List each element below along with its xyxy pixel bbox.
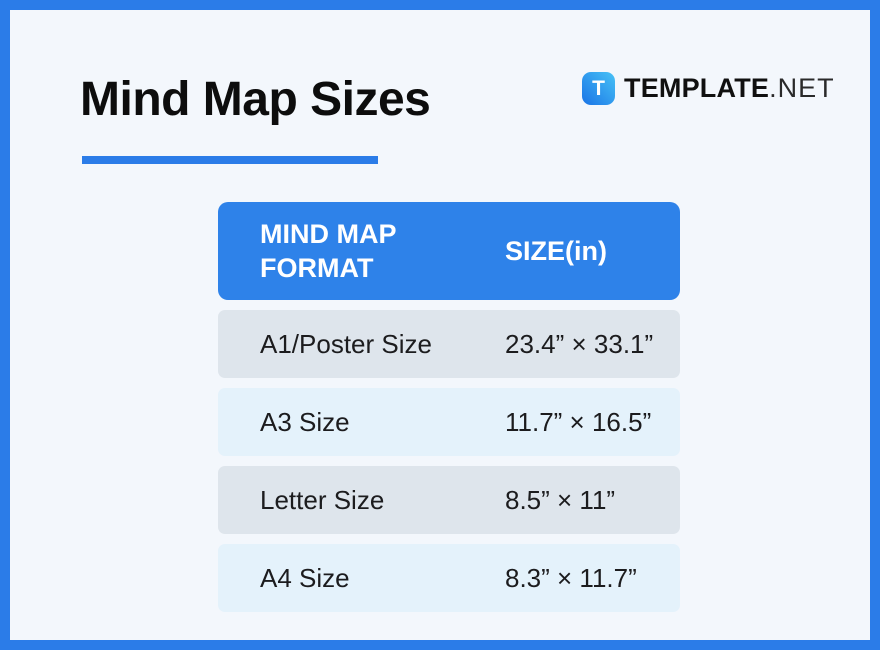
table-row: Letter Size 8.5” × 11” [218,466,680,534]
table-row: A1/Poster Size 23.4” × 33.1” [218,310,680,378]
logo-wordmark-light: .NET [769,73,835,103]
row-format: Letter Size [260,484,385,515]
header-format-label: MIND MAP FORMAT [260,219,397,283]
page-title: Mind Map Sizes [80,73,431,126]
row-size: 23.4” × 33.1” [505,328,654,359]
table-row: A4 Size 8.3” × 11.7” [218,544,680,612]
row-format: A3 Size [260,406,350,437]
template-logo-icon: T [582,72,615,105]
table-row: A3 Size 11.7” × 16.5” [218,388,680,456]
template-net-logo: T TEMPLATE.NET [582,72,835,105]
title-underline [82,156,378,164]
header-size: SIZE(in) [505,236,607,266]
header-format: MIND MAP FORMAT [218,217,505,285]
row-size: 11.7” × 16.5” [505,406,652,437]
row-size: 8.5” × 11” [505,484,616,515]
row-size: 8.3” × 11.7” [505,562,637,593]
table-header-row: MIND MAP FORMAT SIZE(in) [218,202,680,300]
logo-wordmark-bold: TEMPLATE [624,73,770,103]
mind-map-sizes-table: MIND MAP FORMAT SIZE(in) A1/Poster Size … [218,202,680,612]
row-format: A1/Poster Size [260,328,432,359]
row-format: A4 Size [260,562,350,593]
logo-wordmark: TEMPLATE.NET [624,73,835,104]
